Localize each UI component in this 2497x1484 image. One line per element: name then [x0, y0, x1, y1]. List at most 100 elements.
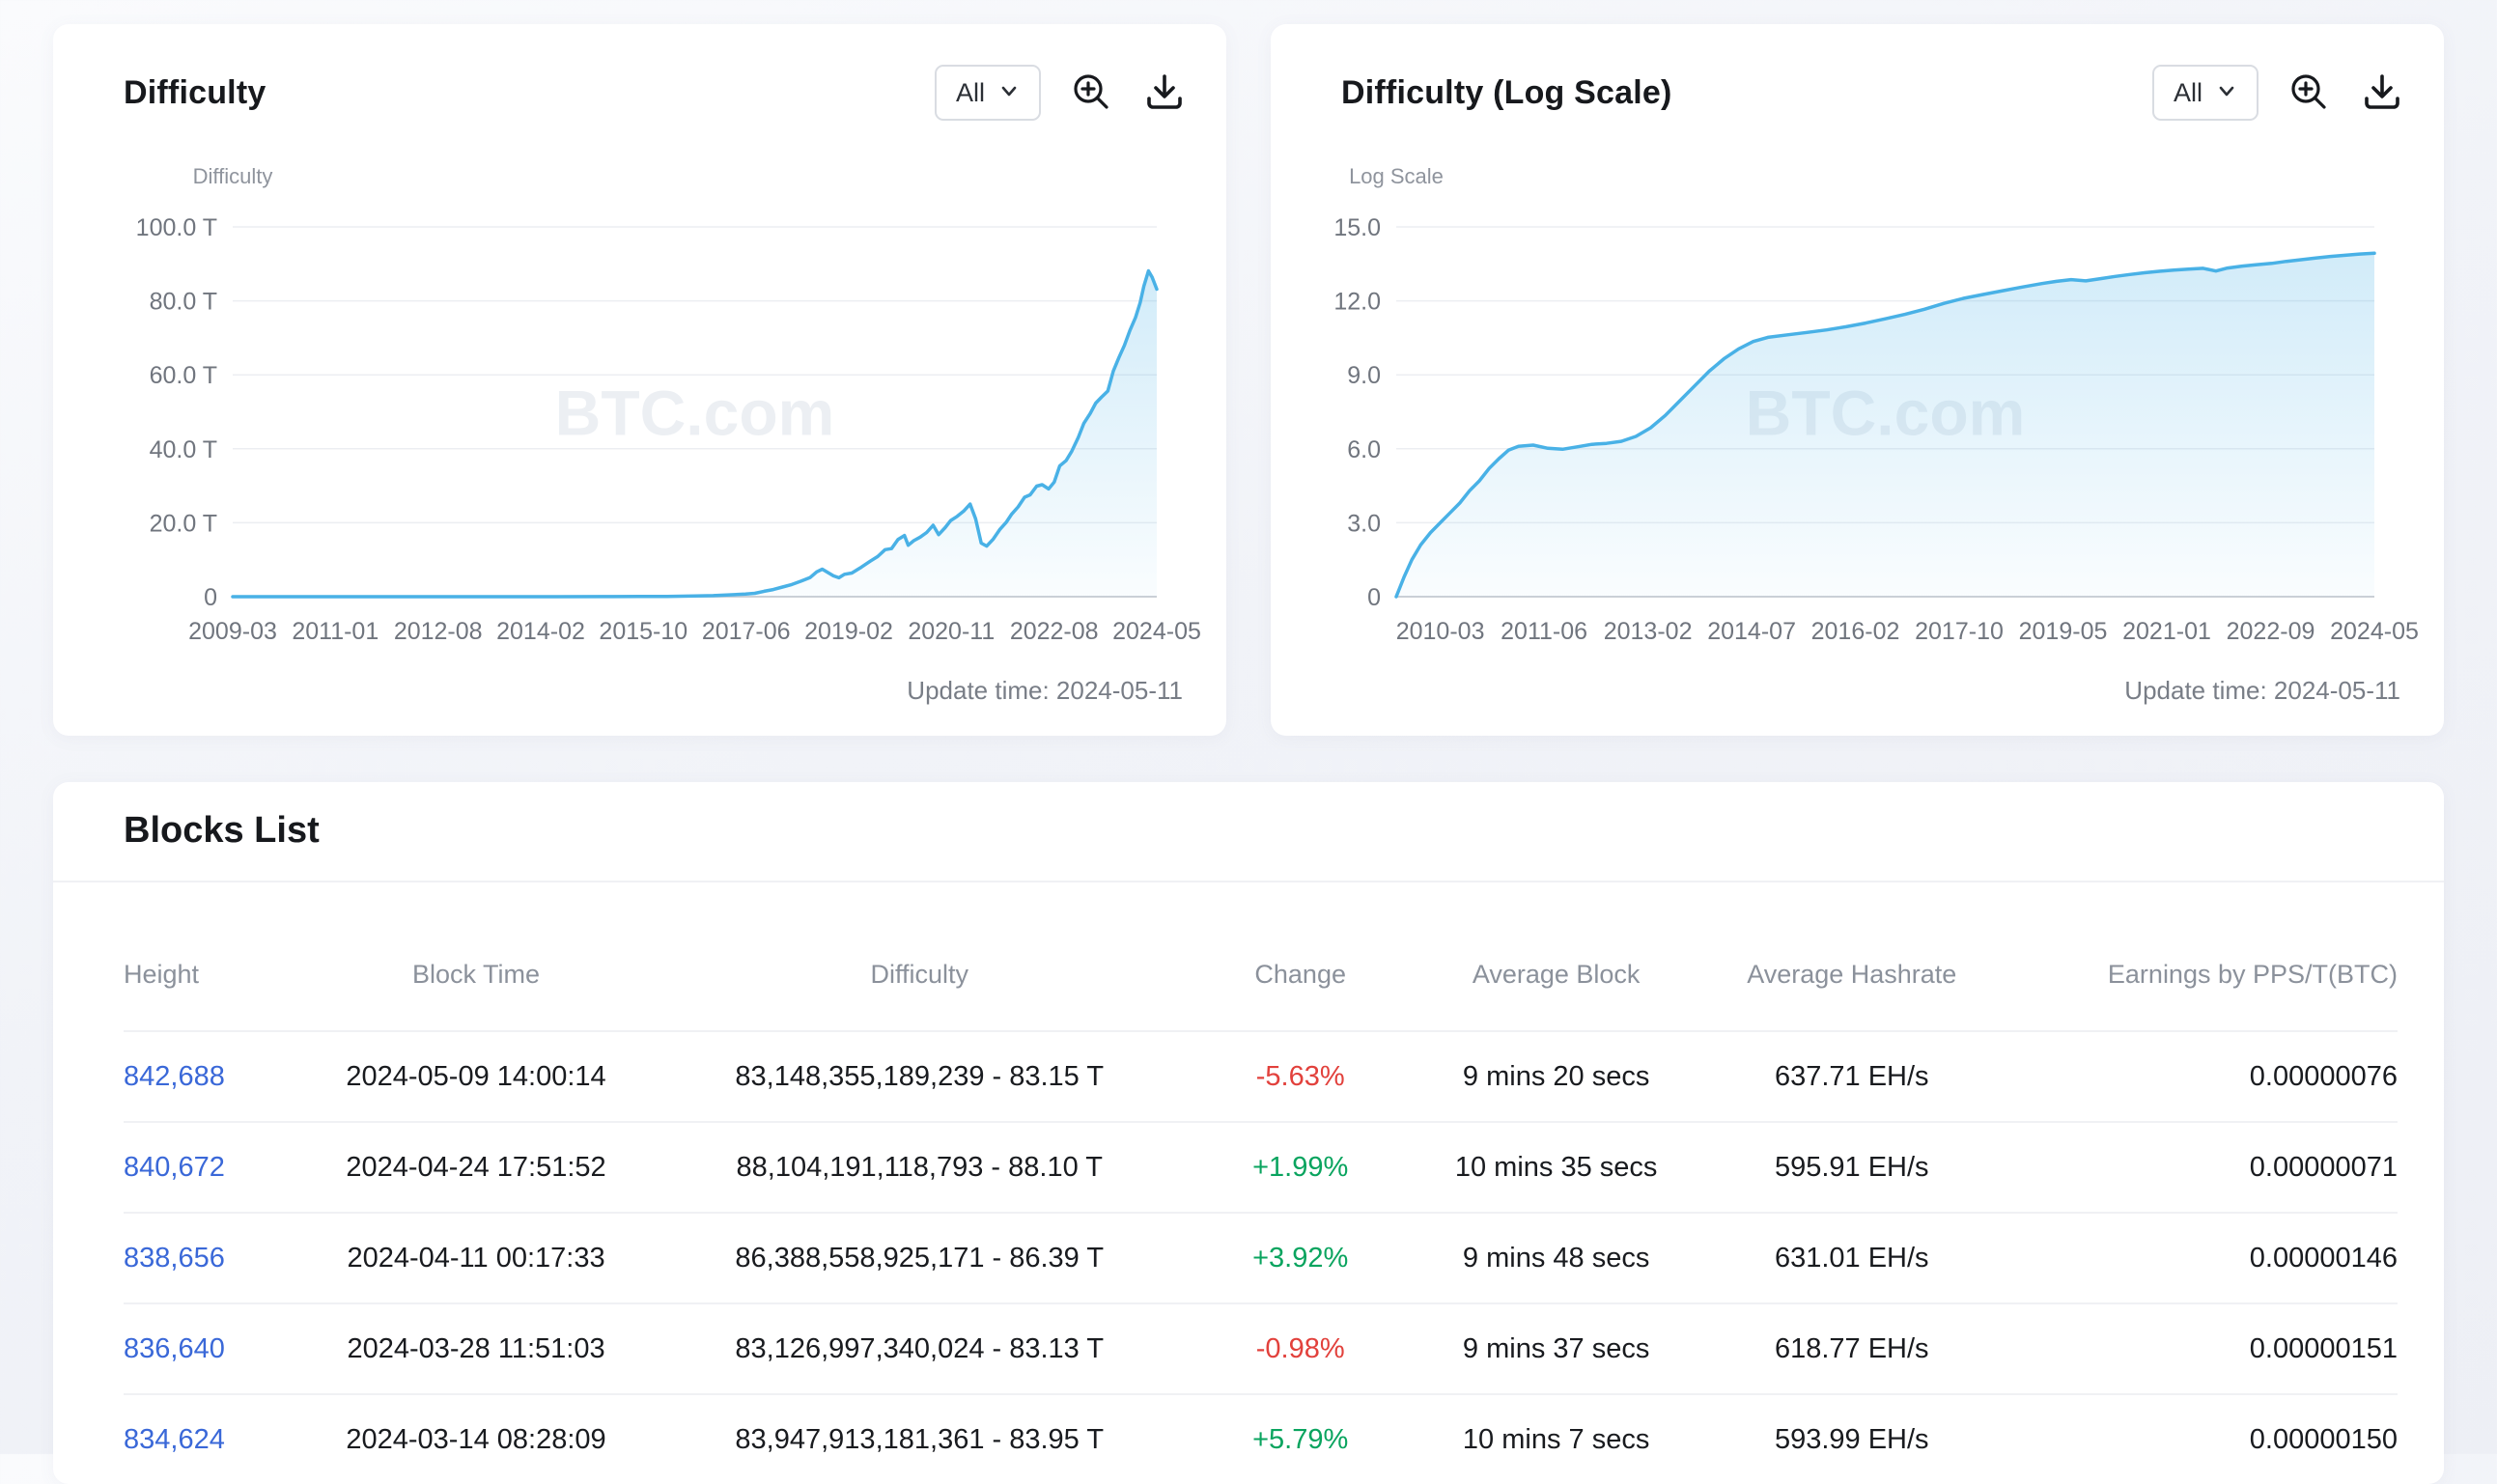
difficulty-cell: 86,388,558,925,171 - 86.39 T [658, 1212, 1182, 1303]
svg-text:2017-06: 2017-06 [702, 618, 791, 645]
earnings-cell: 0.00000146 [2010, 1212, 2398, 1303]
change-cell: -0.98% [1181, 1302, 1420, 1394]
table-row: 838,656 2024-04-11 00:17:33 86,388,558,925… [124, 1212, 2398, 1303]
svg-text:60.0 T: 60.0 T [150, 362, 217, 389]
update-time: Update time: 2024-05-11 [2124, 676, 2400, 705]
block-time-value: 2024-03-28 11:51:03 [347, 1332, 605, 1364]
average-block-cell: 10 mins 7 secs [1419, 1393, 1693, 1484]
svg-text:6.0: 6.0 [1347, 436, 1381, 463]
difficulty-value: 83,947,913,181,361 - 83.95 T [735, 1423, 1105, 1455]
average-block-cell: 9 mins 37 secs [1419, 1302, 1693, 1394]
difficulty-cell: 88,104,191,118,793 - 88.10 T [658, 1121, 1182, 1213]
svg-text:2024-05: 2024-05 [1112, 618, 1201, 645]
svg-text:2022-08: 2022-08 [1010, 618, 1099, 645]
download-icon [1142, 70, 1187, 117]
table-row: 836,640 2024-03-28 11:51:03 83,126,997,340… [124, 1302, 2398, 1394]
svg-text:80.0 T: 80.0 T [150, 289, 217, 316]
difficulty-value: 86,388,558,925,171 - 86.39 T [735, 1242, 1105, 1274]
earnings-value: 0.00000150 [2249, 1423, 2398, 1455]
change-value: +5.79% [1252, 1423, 1349, 1455]
block-time-value: 2024-04-11 00:17:33 [347, 1242, 605, 1274]
block-height-link[interactable]: 840,672 [124, 1151, 225, 1183]
average-block-cell: 9 mins 48 secs [1419, 1212, 1693, 1303]
svg-text:2024-05: 2024-05 [2330, 618, 2419, 645]
average-hashrate-value: 595.91 EH/s [1774, 1151, 1929, 1183]
svg-text:12.0: 12.0 [1333, 289, 1381, 316]
svg-text:2009-03: 2009-03 [188, 618, 277, 645]
average-block-cell: 10 mins 35 secs [1419, 1121, 1693, 1213]
average-hashrate-value: 593.99 EH/s [1774, 1423, 1929, 1455]
block-time-cell: 2024-04-24 17:51:52 [294, 1121, 659, 1213]
svg-text:0: 0 [1367, 584, 1381, 611]
col-block-time: Block Time [412, 960, 541, 989]
svg-text:2014-07: 2014-07 [1707, 618, 1796, 645]
update-time: Update time: 2024-05-11 [907, 676, 1183, 705]
table-row: 842,688 2024-05-09 14:00:14 83,148,355,189… [124, 1030, 2398, 1122]
height-cell: 842,688 [124, 1030, 295, 1122]
block-time-cell: 2024-05-09 14:00:14 [294, 1030, 659, 1122]
svg-text:2019-02: 2019-02 [804, 618, 893, 645]
block-time-cell: 2024-03-14 08:28:09 [294, 1393, 659, 1484]
average-block-cell: 9 mins 20 secs [1419, 1030, 1693, 1122]
svg-text:2017-10: 2017-10 [1915, 618, 2004, 645]
range-select-value: All [955, 77, 985, 107]
table-row: 840,672 2024-04-24 17:51:52 88,104,191,118… [124, 1121, 2398, 1213]
change-cell: +3.92% [1181, 1212, 1420, 1303]
zoom-in-icon [2287, 70, 2331, 117]
block-height-link[interactable]: 836,640 [124, 1332, 225, 1364]
change-value: +3.92% [1252, 1242, 1349, 1274]
blocks-list-header: Blocks List [53, 782, 2444, 882]
change-value: -5.63% [1255, 1060, 1345, 1092]
difficulty-cell: 83,148,355,189,239 - 83.15 T [658, 1030, 1182, 1122]
svg-text:Log Scale: Log Scale [1349, 164, 1444, 188]
svg-text:40.0 T: 40.0 T [150, 436, 217, 463]
chevron-down-icon [2216, 78, 2237, 108]
svg-text:2013-02: 2013-02 [1604, 618, 1693, 645]
block-time-cell: 2024-04-11 00:17:33 [294, 1212, 659, 1303]
average-block-value: 9 mins 37 secs [1462, 1332, 1650, 1364]
height-cell: 840,672 [124, 1121, 295, 1213]
difficulty-log-chart: 0 3.0 6.0 9.0 12.0 15.0 2010-03 2011-06 2013-02 2… [1271, 130, 2444, 676]
average-hashrate-cell: 595.91 EH/s [1692, 1121, 2011, 1213]
svg-text:2019-05: 2019-05 [2019, 618, 2108, 645]
block-time-value: 2024-05-09 14:00:14 [346, 1060, 606, 1092]
blocks-table: Height Block Time Difficulty Change Aver… [124, 882, 2398, 1484]
earnings-value: 0.00000146 [2249, 1242, 2398, 1274]
svg-text:2016-02: 2016-02 [1811, 618, 1900, 645]
earnings-cell: 0.00000071 [2010, 1121, 2398, 1213]
change-cell: +5.79% [1181, 1393, 1420, 1484]
download-button[interactable] [1141, 70, 1188, 116]
earnings-cell: 0.00000076 [2010, 1030, 2398, 1122]
difficulty-card-header: Difficulty All [53, 24, 1226, 123]
difficulty-value: 83,148,355,189,239 - 83.15 T [735, 1060, 1105, 1092]
earnings-value: 0.00000151 [2249, 1332, 2398, 1364]
range-select-value: All [2173, 77, 2202, 107]
svg-text:BTC.com: BTC.com [555, 378, 835, 449]
table-header-row: Height Block Time Difficulty Change Aver… [124, 882, 2398, 1031]
svg-text:2011-01: 2011-01 [292, 618, 379, 645]
svg-text:20.0 T: 20.0 T [150, 510, 217, 537]
average-hashrate-cell: 631.01 EH/s [1692, 1212, 2011, 1303]
block-height-link[interactable]: 842,688 [124, 1060, 225, 1092]
range-select[interactable]: All [2151, 65, 2259, 121]
range-select[interactable]: All [934, 65, 1041, 121]
zoom-in-button[interactable] [1068, 70, 1114, 116]
blocks-list-card: Blocks List Height Block Time Difficulty… [53, 782, 2444, 1484]
block-height-link[interactable]: 838,656 [124, 1242, 225, 1274]
zoom-in-button[interactable] [2286, 70, 2332, 116]
average-block-value: 10 mins 7 secs [1462, 1423, 1650, 1455]
earnings-value: 0.00000076 [2249, 1060, 2398, 1092]
difficulty-log-card-header: Difficulty (Log Scale) All [1271, 24, 2444, 123]
download-button[interactable] [2359, 70, 2405, 116]
block-time-cell: 2024-03-28 11:51:03 [294, 1302, 659, 1394]
block-height-link[interactable]: 834,624 [124, 1423, 225, 1455]
block-time-value: 2024-04-24 17:51:52 [346, 1151, 606, 1183]
chart-title-log-scale: Difficulty (Log Scale) [1341, 73, 1672, 111]
change-cell: -5.63% [1181, 1030, 1420, 1122]
blocks-list-title: Blocks List [124, 810, 320, 851]
col-height: Height [124, 960, 200, 989]
col-earnings: Earnings by PPS/T(BTC) [2107, 960, 2398, 989]
earnings-cell: 0.00000151 [2010, 1302, 2398, 1394]
average-hashrate-cell: 637.71 EH/s [1692, 1030, 2011, 1122]
